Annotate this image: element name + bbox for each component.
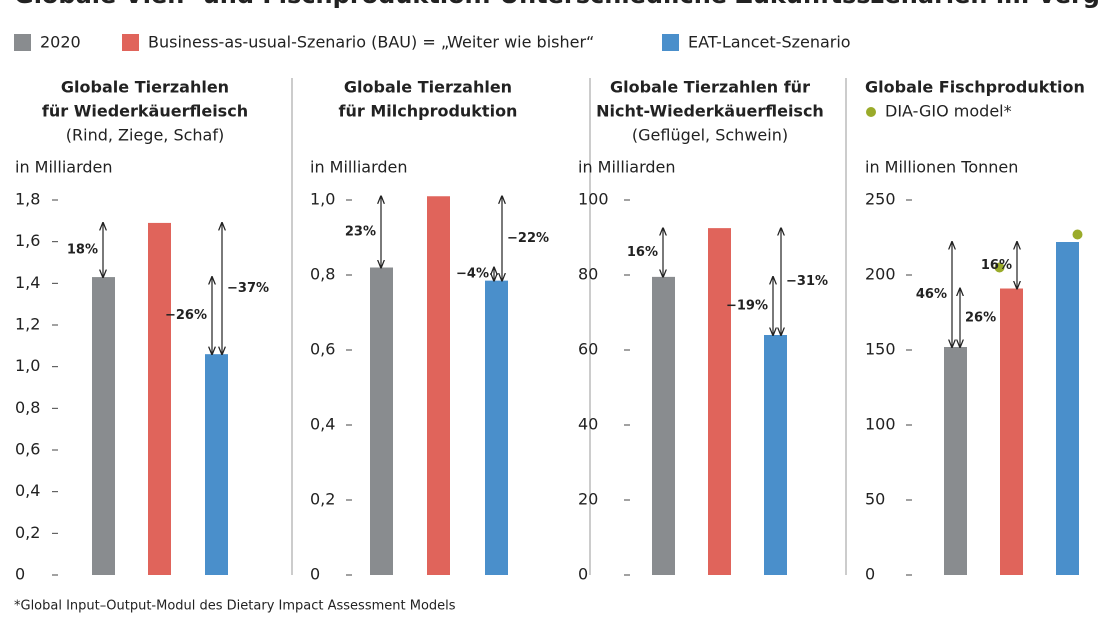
- panel-subtitle: (Geflügel, Schwein): [632, 126, 788, 145]
- bar: [92, 277, 115, 575]
- panel-title: Globale Tierzahlen für: [610, 78, 810, 97]
- y-tick-label: 60: [578, 340, 598, 359]
- bar: [652, 276, 675, 575]
- legend-label: 2020: [40, 33, 81, 52]
- difference-label: −31%: [786, 274, 828, 289]
- y-tick-label: 0,6: [15, 440, 40, 459]
- difference-label: 16%: [981, 258, 1012, 273]
- bar: [764, 335, 787, 575]
- y-axis-label: in Millionen Tonnen: [865, 158, 1018, 177]
- difference-label: −26%: [165, 308, 207, 323]
- marker: [994, 262, 1005, 273]
- panel-title: Globale Tierzahlen: [61, 78, 229, 97]
- y-tick-label: 0,2: [310, 490, 335, 509]
- y-tick-label: 0: [15, 565, 25, 584]
- y-tick-label: 50: [865, 490, 885, 509]
- legend-label: Business-as-usual-Szenario (BAU) = „Weit…: [148, 33, 594, 52]
- y-tick-label: 0: [865, 565, 875, 584]
- panel-title: Globale Tierzahlen: [344, 78, 512, 97]
- y-tick-label: 100: [865, 415, 896, 434]
- dividers: [291, 78, 847, 575]
- bar: [485, 280, 508, 575]
- bar: [427, 196, 450, 575]
- difference-label: −19%: [726, 298, 768, 313]
- bar: [1000, 288, 1023, 575]
- y-tick-label: 1,2: [15, 315, 40, 334]
- y-axis-label: in Milliarden: [578, 158, 676, 177]
- legend-label: EAT-Lancet-Szenario: [688, 33, 851, 52]
- y-tick-label: 1,8: [15, 190, 40, 209]
- page-title: Globale Vieh- und Fischproduktion: Unter…: [14, 0, 1100, 9]
- y-tick-label: 0: [310, 565, 320, 584]
- difference-label: 23%: [345, 224, 376, 239]
- y-tick-label: 0,4: [15, 481, 40, 500]
- difference-label: 16%: [627, 245, 658, 260]
- y-tick-label: 100: [578, 190, 609, 209]
- y-tick-label: 1,0: [15, 356, 40, 375]
- y-tick-label: 80: [578, 265, 598, 284]
- bar: [205, 354, 228, 575]
- panel-title: Globale Fischproduktion: [865, 78, 1085, 97]
- y-axis-label: in Milliarden: [15, 158, 113, 177]
- panel-title: für Milchproduktion: [339, 102, 518, 121]
- y-tick-label: 1,6: [15, 231, 40, 250]
- y-tick-label: 40: [578, 415, 598, 434]
- y-tick-label: 250: [865, 190, 896, 209]
- bar: [944, 347, 967, 575]
- y-tick-label: 0,4: [310, 415, 335, 434]
- y-tick-label: 0,2: [15, 523, 40, 542]
- y-tick-label: 0,8: [15, 398, 40, 417]
- y-tick-label: 1,4: [15, 273, 40, 292]
- difference-label: 46%: [916, 287, 947, 302]
- panel-title: Nicht-Wiederkäuerfleisch: [596, 102, 824, 121]
- marker: [1072, 229, 1083, 240]
- panel-title: für Wiederkäuerfleisch: [42, 102, 248, 121]
- bar: [370, 267, 393, 575]
- y-tick-label: 200: [865, 265, 896, 284]
- y-axis-label: in Milliarden: [310, 158, 408, 177]
- difference-label: 18%: [67, 243, 98, 258]
- bar: [148, 222, 171, 575]
- y-tick-label: 0,6: [310, 340, 335, 359]
- legend-swatch: [122, 34, 139, 51]
- y-tick-label: 1,0: [310, 190, 335, 209]
- bar: [708, 228, 731, 575]
- panel-subtitle: (Rind, Ziege, Schaf): [66, 126, 224, 145]
- y-tick-label: 0,8: [310, 265, 335, 284]
- bar: [1056, 242, 1079, 575]
- difference-label: −37%: [227, 281, 269, 296]
- footnote: *Global Input–Output-Modul des Dietary I…: [14, 599, 456, 614]
- difference-label: 26%: [965, 310, 996, 325]
- legend-swatch: [662, 34, 679, 51]
- difference-label: −22%: [507, 231, 549, 246]
- y-tick-label: 0: [578, 565, 588, 584]
- marker-legend-label: DIA-GIO model*: [885, 102, 1012, 121]
- marker-legend-dot: [866, 107, 876, 117]
- legend-swatch: [14, 34, 31, 51]
- difference-label: −4%: [456, 267, 489, 282]
- y-tick-label: 20: [578, 490, 598, 509]
- y-tick-label: 150: [865, 340, 896, 359]
